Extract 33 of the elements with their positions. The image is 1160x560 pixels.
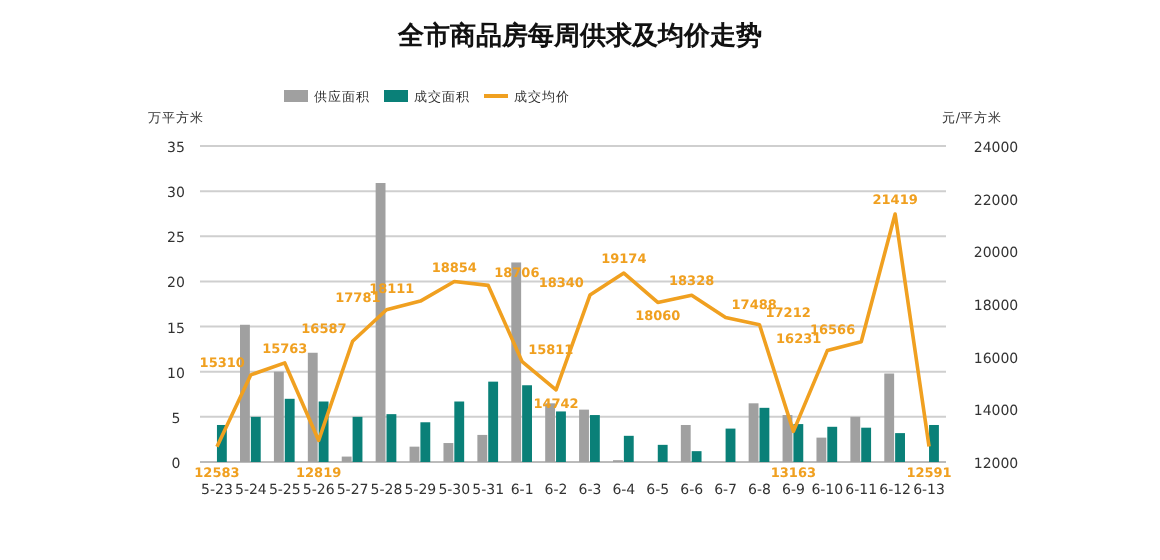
bar [680, 424, 691, 462]
bar [284, 398, 295, 462]
bar [307, 352, 318, 462]
bar [488, 381, 499, 462]
bar [556, 411, 566, 462]
bar [827, 426, 838, 462]
bar [725, 428, 736, 462]
bar [929, 424, 939, 462]
bar [454, 401, 465, 462]
bar [240, 324, 250, 462]
bar [850, 416, 861, 462]
bar [386, 414, 397, 462]
bar [793, 424, 804, 462]
bar [589, 415, 600, 462]
bar [273, 371, 284, 462]
bar [884, 373, 895, 462]
bar [341, 456, 352, 462]
bar [579, 409, 589, 462]
bar [816, 437, 827, 462]
chart-title: 全市商品房每周供求及均价走势 [396, 20, 762, 52]
bar [623, 435, 634, 462]
bar [748, 403, 759, 462]
bar [759, 407, 770, 462]
bar [861, 427, 872, 462]
bar [250, 416, 261, 462]
bar [657, 444, 668, 462]
bar [895, 433, 905, 462]
bar [522, 385, 532, 462]
bar [691, 451, 702, 462]
bar [420, 422, 431, 462]
bar [443, 443, 454, 462]
bar [477, 434, 488, 462]
bar [352, 416, 363, 462]
